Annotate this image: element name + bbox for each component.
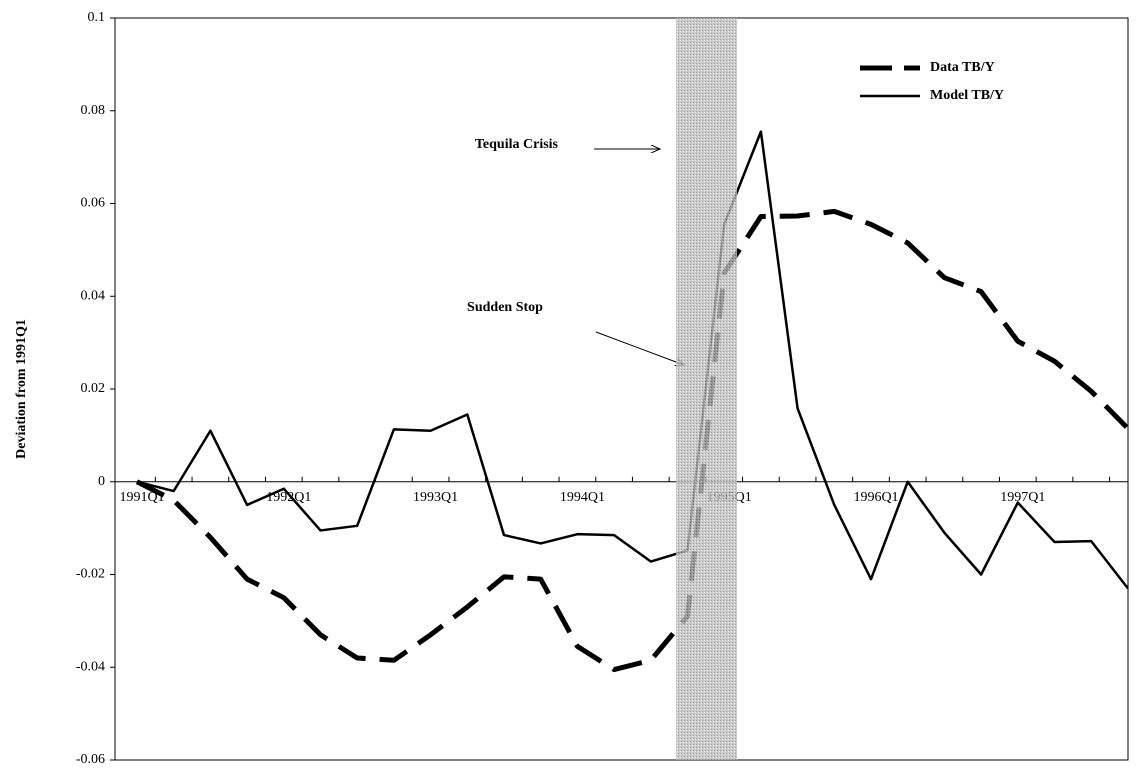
- y-tick-label: 0: [98, 474, 105, 489]
- y-tick-label: 0.1: [88, 10, 106, 25]
- y-tick-label: -0.06: [76, 752, 105, 767]
- x-tick-label: 1993Q1: [413, 490, 458, 505]
- legend-label: Data TB/Y: [930, 60, 995, 75]
- annotation: Sudden Stop: [467, 300, 543, 315]
- plot-frame: [114, 17, 1129, 761]
- annotation-arrow: [595, 331, 684, 365]
- legend-label: Model TB/Y: [930, 88, 1004, 103]
- x-tick-label: 1991Q1: [119, 490, 164, 505]
- y-tick-label: -0.04: [76, 659, 105, 674]
- y-axis-label: Deviation from 1991Q1: [14, 319, 29, 459]
- x-tick-label: 1994Q1: [560, 490, 605, 505]
- y-tick-label: 0.08: [81, 103, 106, 118]
- x-tick-label: 1997Q1: [1000, 490, 1045, 505]
- x-tick-label: 1992Q1: [266, 490, 311, 505]
- x-tick-label: 1996Q1: [853, 490, 898, 505]
- y-tick-label: 0.04: [81, 288, 106, 303]
- series-line: [136, 130, 1129, 590]
- annotation: Tequila Crisis: [475, 137, 559, 152]
- y-tick-label: 0.02: [81, 381, 106, 396]
- y-tick-label: -0.02: [76, 567, 105, 582]
- shaded-region: [676, 18, 737, 760]
- series-line: [135, 208, 1130, 673]
- y-tick-label: 0.06: [81, 196, 106, 211]
